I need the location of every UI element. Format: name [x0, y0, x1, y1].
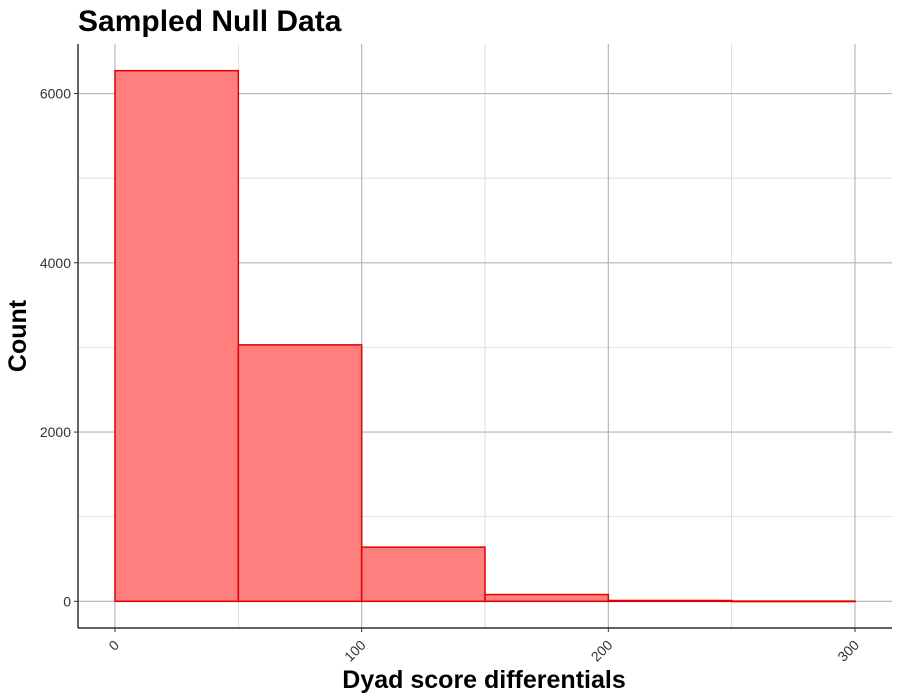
histogram-bar	[730, 600, 856, 603]
x-axis-title: Dyad score differentials	[342, 666, 625, 694]
y-tick-label: 4000	[40, 255, 71, 271]
x-tick-label: 200	[588, 637, 616, 665]
x-tick-label: 0	[105, 637, 122, 654]
histogram-bars	[114, 69, 856, 603]
histogram-bar	[484, 593, 610, 603]
histogram-bar	[114, 69, 240, 603]
y-axis-ticks: 0 2000 4000 6000	[40, 86, 78, 609]
x-tick-label: 100	[341, 637, 369, 665]
axes	[77, 44, 892, 629]
y-tick-label: 0	[63, 593, 71, 609]
y-tick-label: 2000	[40, 424, 71, 440]
histogram-bar	[360, 546, 486, 603]
histogram-bar	[237, 344, 363, 603]
x-axis-ticks: 0 100 200 300	[105, 628, 862, 665]
x-tick-label: 300	[834, 637, 862, 665]
chart-title: Sampled Null Data	[78, 5, 342, 38]
histogram-bar	[607, 599, 733, 603]
y-tick-label: 6000	[40, 86, 71, 102]
y-axis-title: Count	[4, 299, 32, 372]
